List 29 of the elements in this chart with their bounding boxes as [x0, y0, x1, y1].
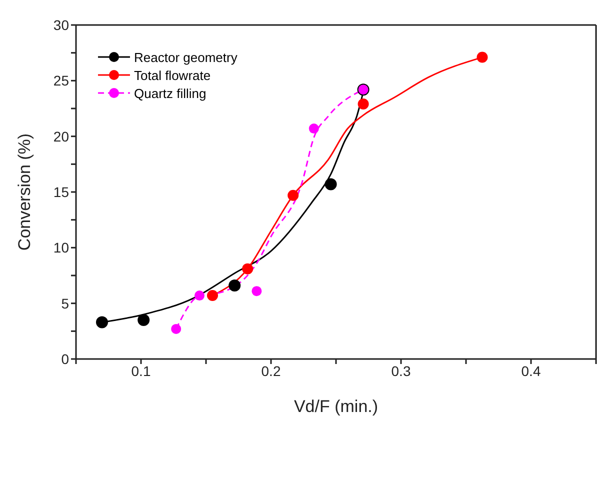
point — [358, 98, 369, 110]
point — [324, 178, 337, 190]
point — [207, 290, 218, 302]
point — [308, 124, 319, 134]
y-tick-label: 5 — [61, 295, 70, 312]
y-tick-label: 20 — [53, 128, 70, 144]
x-tick-label: 0.4 — [521, 362, 541, 379]
y-tick-label: 25 — [53, 72, 70, 89]
point — [476, 52, 488, 63]
point — [96, 316, 108, 328]
x-tick-label: 0.1 — [131, 362, 151, 379]
legend-label: Quartz filling — [134, 86, 206, 100]
point — [252, 286, 262, 296]
point — [138, 314, 150, 326]
x-tick-label: 0.2 — [261, 362, 281, 379]
point — [194, 290, 204, 301]
y-axis-title: Conversion (%) — [15, 133, 34, 251]
x-tick-label: 0.3 — [391, 362, 411, 379]
x-axis-title: Vd/F (min.) — [294, 397, 378, 416]
y-tick-label: 30 — [53, 16, 70, 33]
point — [288, 190, 299, 201]
point — [228, 280, 241, 292]
point — [242, 263, 254, 274]
y-tick-label: 15 — [53, 184, 70, 200]
y-tick-label: 0 — [61, 350, 70, 367]
point — [171, 324, 182, 334]
y-tick-label: 10 — [53, 240, 70, 256]
legend-label: Total flowrate — [134, 68, 211, 82]
legend-label: Reactor geometry — [134, 50, 238, 64]
